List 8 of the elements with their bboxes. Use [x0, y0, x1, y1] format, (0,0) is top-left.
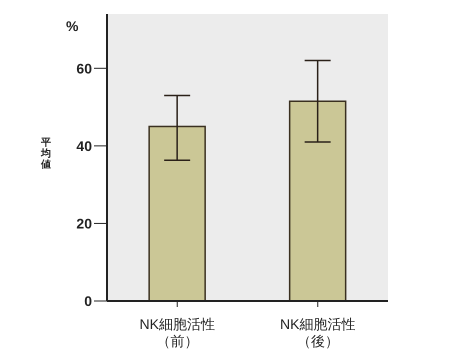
x-tick-label: NK細胞活性（前） [140, 316, 215, 349]
y-tick-label: 20 [76, 215, 92, 232]
y-tick-label: 60 [76, 60, 92, 76]
y-tick-label: 40 [76, 138, 92, 154]
y-axis-title: 平均値 [40, 138, 51, 170]
y-tick-label: 0 [84, 292, 92, 309]
text: % [66, 18, 78, 34]
x-tick-label: NK細胞活性（後） [280, 316, 356, 349]
